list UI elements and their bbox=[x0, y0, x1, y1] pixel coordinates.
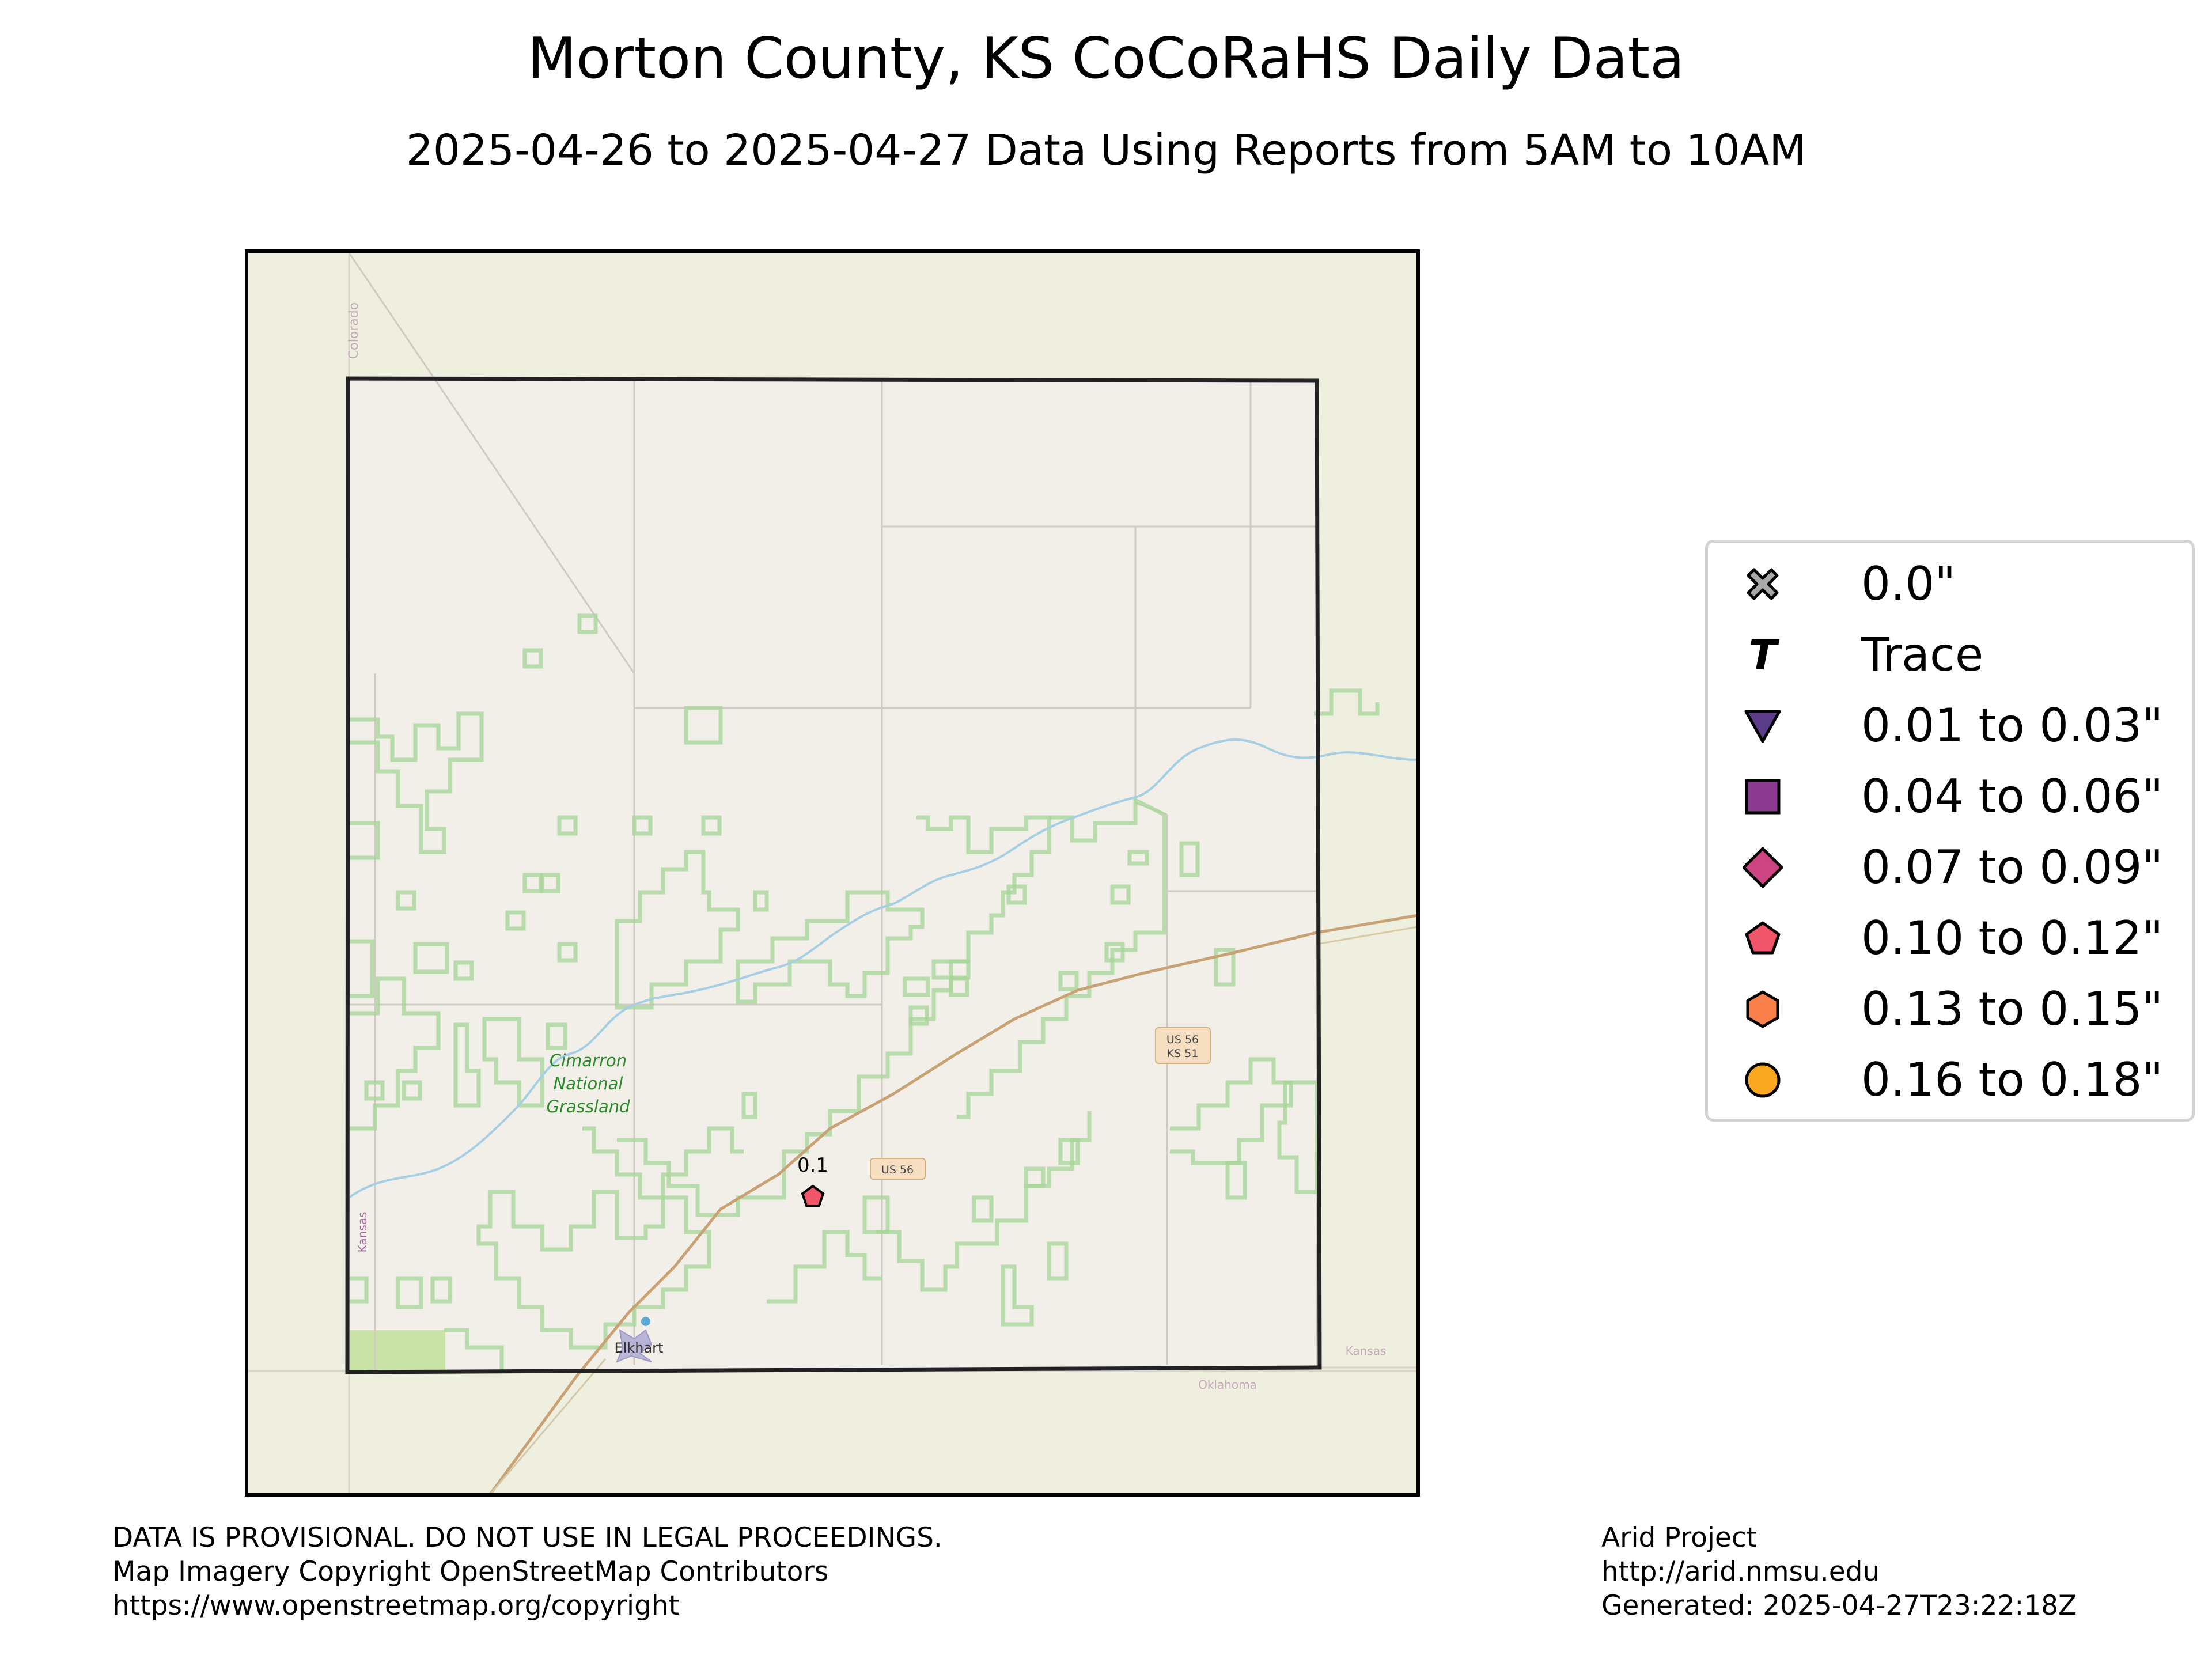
map-canvas: Colorado Kansas Kansas Oklahoma Cimarron… bbox=[248, 253, 1416, 1493]
triangle-down-icon bbox=[1744, 710, 1781, 743]
legend-label-004-006: 0.04 to 0.06" bbox=[1861, 770, 2164, 823]
station-marker[interactable] bbox=[801, 1184, 825, 1207]
grassland-label-line2: National bbox=[554, 1074, 623, 1093]
legend-item-010-012: 0.10 to 0.12" bbox=[1708, 904, 2192, 973]
page-subtitle: 2025-04-26 to 2025-04-27 Data Using Repo… bbox=[406, 126, 1806, 175]
town-label-elkhart: Elkhart bbox=[615, 1340, 664, 1356]
elkhart-airport-icon bbox=[616, 1317, 653, 1363]
county-border bbox=[345, 376, 1322, 1374]
state-label-kansas-west: Kansas bbox=[355, 1212, 369, 1253]
cimarron-river bbox=[348, 738, 1416, 1199]
footer-provisional-notice: DATA IS PROVISIONAL. DO NOT USE IN LEGAL… bbox=[112, 1522, 942, 1554]
road-shield-us56-ks51: US 56 KS 51 bbox=[1155, 1027, 1211, 1064]
x-mark-icon bbox=[1747, 568, 1779, 600]
footer-generated-time: Generated: 2025-04-27T23:22:18Z bbox=[1601, 1590, 2077, 1622]
shield-ks51-line2: KS 51 bbox=[1167, 1047, 1199, 1060]
road-shield-us56: US 56 bbox=[870, 1158, 926, 1180]
circle-icon bbox=[1745, 1062, 1781, 1098]
legend-label-016-018: 0.16 to 0.18" bbox=[1861, 1053, 2164, 1107]
t-glyph-icon: T bbox=[1748, 635, 1779, 675]
square-icon bbox=[1745, 779, 1781, 815]
legend-item-001-003: 0.01 to 0.03" bbox=[1708, 691, 2192, 760]
highway-west bbox=[1316, 926, 1416, 945]
footer-project-name: Arid Project bbox=[1601, 1522, 1758, 1554]
state-label-kansas-east: Kansas bbox=[1346, 1344, 1387, 1358]
legend-item-007-009: 0.07 to 0.09" bbox=[1708, 833, 2192, 902]
shield-us56: US 56 bbox=[881, 1164, 914, 1176]
pentagon-icon bbox=[1745, 921, 1781, 955]
legend: 0.0" T Trace 0.01 to 0.03" 0.04 to 0.06"… bbox=[1705, 540, 2195, 1122]
footer-osm-copyright-url[interactable]: https://www.openstreetmap.org/copyright bbox=[112, 1590, 680, 1622]
svg-text:T: T bbox=[1748, 635, 1779, 675]
highway-us56 bbox=[489, 914, 1416, 1493]
legend-item-trace: T Trace bbox=[1708, 620, 2192, 690]
legend-item-013-015: 0.13 to 0.15" bbox=[1708, 975, 2192, 1044]
page-title: Morton County, KS CoCoRaHS Daily Data bbox=[527, 26, 1685, 92]
footer-left: DATA IS PROVISIONAL. DO NOT USE IN LEGAL… bbox=[112, 1521, 942, 1623]
legend-label-trace: Trace bbox=[1861, 628, 1984, 681]
footer-project-url[interactable]: http://arid.nmsu.edu bbox=[1601, 1556, 1880, 1588]
diamond-icon bbox=[1743, 847, 1783, 888]
green-patch bbox=[347, 1330, 445, 1372]
station-value-label: 0.1 bbox=[797, 1154, 828, 1177]
legend-label-013-015: 0.13 to 0.15" bbox=[1861, 982, 2164, 1036]
legend-item-004-006: 0.04 to 0.06" bbox=[1708, 762, 2192, 831]
state-label-oklahoma: Oklahoma bbox=[1198, 1378, 1257, 1392]
hexagon-icon bbox=[1746, 990, 1779, 1028]
grassland-label-line1: Cimarron bbox=[550, 1051, 627, 1070]
county-area bbox=[347, 378, 1320, 1372]
legend-label-007-009: 0.07 to 0.09" bbox=[1861, 840, 2164, 894]
grassland-label-line3: Grassland bbox=[547, 1097, 631, 1116]
state-label-colorado: Colorado bbox=[347, 302, 361, 359]
legend-label-zero: 0.0" bbox=[1861, 557, 1956, 611]
shield-us56-line1: US 56 bbox=[1166, 1033, 1199, 1046]
map-panel[interactable]: Colorado Kansas Kansas Oklahoma Cimarron… bbox=[245, 249, 1420, 1497]
grassland-parcels bbox=[349, 613, 1380, 1370]
footer-map-copyright: Map Imagery Copyright OpenStreetMap Cont… bbox=[112, 1556, 829, 1588]
legend-label-010-012: 0.10 to 0.12" bbox=[1861, 911, 2164, 965]
legend-label-001-003: 0.01 to 0.03" bbox=[1861, 699, 2164, 752]
road-southwest bbox=[490, 1358, 607, 1493]
legend-item-016-018: 0.16 to 0.18" bbox=[1708, 1046, 2192, 1115]
legend-item-zero: 0.0" bbox=[1708, 550, 2192, 619]
footer-right: Arid Project http://arid.nmsu.edu Genera… bbox=[1601, 1521, 2077, 1623]
